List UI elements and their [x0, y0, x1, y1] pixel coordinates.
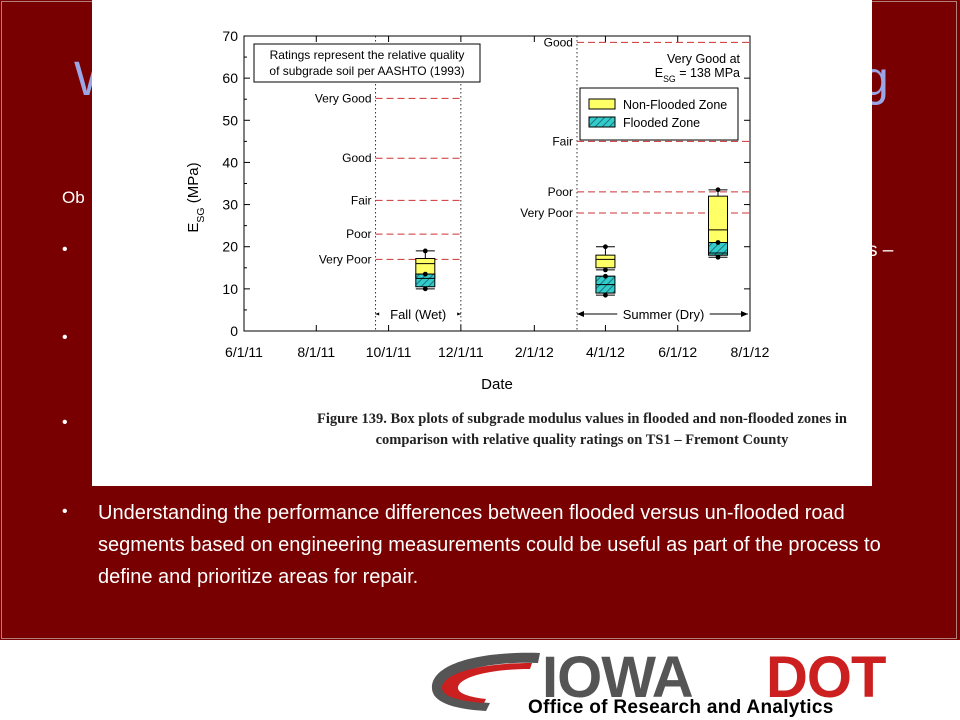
logo-swoosh-red — [441, 663, 532, 703]
period-label-background — [379, 304, 458, 320]
box-outlier-point — [422, 248, 428, 254]
x-tick-label: 6/1/12 — [658, 344, 697, 360]
box-outlier-point — [422, 271, 428, 277]
rating-label: Fair — [351, 193, 372, 207]
bullet-4-dot: • — [62, 503, 68, 520]
x-tick-label: 4/1/12 — [586, 344, 625, 360]
legend-label-flooded: Flooded Zone — [623, 116, 700, 130]
y-tick-label: 60 — [222, 70, 238, 86]
legend-label-non-flooded: Non-Flooded Zone — [623, 98, 727, 112]
box-outlier-point — [603, 273, 608, 279]
rating-label: Very Poor — [319, 252, 372, 266]
y-tick-label: 40 — [222, 154, 238, 170]
box-outlier-point — [715, 187, 721, 193]
rating-label: Very Poor — [520, 206, 573, 220]
period-arrowhead-left — [576, 311, 584, 317]
legend-swatch-non-flooded — [588, 98, 616, 110]
ratings-note-line-2: of subgrade soil per AASHTO (1993) — [269, 64, 464, 78]
objective-label: Ob — [62, 188, 85, 207]
non-flooded-box — [595, 254, 616, 269]
office-name: Office of Research and Analytics — [528, 697, 834, 718]
rating-label: Very Good — [315, 91, 372, 105]
legend-swatch-flooded — [588, 116, 616, 128]
x-axis-title: Date — [481, 376, 513, 393]
box-plot-chart: 0 10 20 30 40 50 60 70 6/1/11 8/1/11 10/1/11 12/1/1… — [185, 28, 770, 393]
rating-label: Fair — [552, 134, 573, 148]
y-tick-label: 50 — [222, 112, 238, 128]
logo-dot-text: DOT — [766, 645, 886, 710]
x-tick-label: 6/1/11 — [225, 344, 263, 360]
box-outlier-point — [603, 267, 608, 273]
period-arrowhead-right — [741, 311, 748, 317]
plot-area-frame — [243, 35, 751, 332]
figure-caption-line-2: comparison with relative quality ratings… — [375, 432, 789, 448]
y-tick-label: 20 — [222, 239, 238, 255]
rating-label: Poor — [346, 227, 371, 241]
box-outlier-point — [603, 292, 608, 298]
y-axis-title: ESG (MPa) — [185, 162, 207, 232]
annotation-line-1: Very Good at — [667, 52, 740, 66]
bullet-1-dot: • — [62, 241, 68, 258]
period-label: Fall (Wet) — [390, 307, 446, 322]
rating-label: Good — [342, 151, 371, 165]
ratings-note-box — [253, 43, 481, 83]
x-tick-label: 8/1/11 — [297, 344, 335, 360]
box-outlier-point — [715, 254, 721, 260]
y-tick-label: 0 — [230, 323, 238, 339]
x-tick-label: 2/1/12 — [515, 344, 554, 360]
x-tick-label: 10/1/11 — [366, 344, 412, 360]
period-label-background — [617, 304, 710, 320]
box-outlier-point — [603, 244, 608, 250]
figure-panel: 0 10 20 30 40 50 60 70 6/1/11 8/1/11 10/1/11 12/1/1… — [92, 0, 872, 486]
iowa-dot-logo: IOWA DOT — [431, 645, 887, 711]
y-tick-label: 10 — [222, 281, 238, 297]
box-outlier-point — [422, 286, 428, 292]
period-label: Summer (Dry) — [623, 307, 705, 322]
rating-label: Good — [544, 35, 573, 49]
x-tick-label: 8/1/12 — [731, 344, 770, 360]
bullet-1-fragment: s – — [868, 240, 894, 261]
box-outlier-point — [715, 240, 721, 245]
logo-iowa-text: IOWA — [542, 645, 693, 710]
y-tick-label: 70 — [222, 28, 238, 44]
figure-caption-line-1: Figure 139. Box plots of subgrade modulu… — [317, 411, 847, 427]
bullet-4-text: Understanding the performance difference… — [98, 502, 881, 588]
annotation-line-2: ESG = 138 MPa — [655, 66, 740, 84]
legend-box — [579, 87, 739, 141]
figure-caption: Figure 139. Box plots of subgrade modulu… — [232, 409, 932, 451]
rating-label: Poor — [548, 185, 573, 199]
x-tick-label: 12/1/11 — [438, 344, 484, 360]
ratings-note-line-1: Ratings represent the relative quality — [270, 48, 465, 62]
bullet-3-dot: • — [62, 414, 68, 431]
y-tick-label: 30 — [222, 197, 238, 213]
bullet-2-dot: • — [62, 329, 68, 346]
